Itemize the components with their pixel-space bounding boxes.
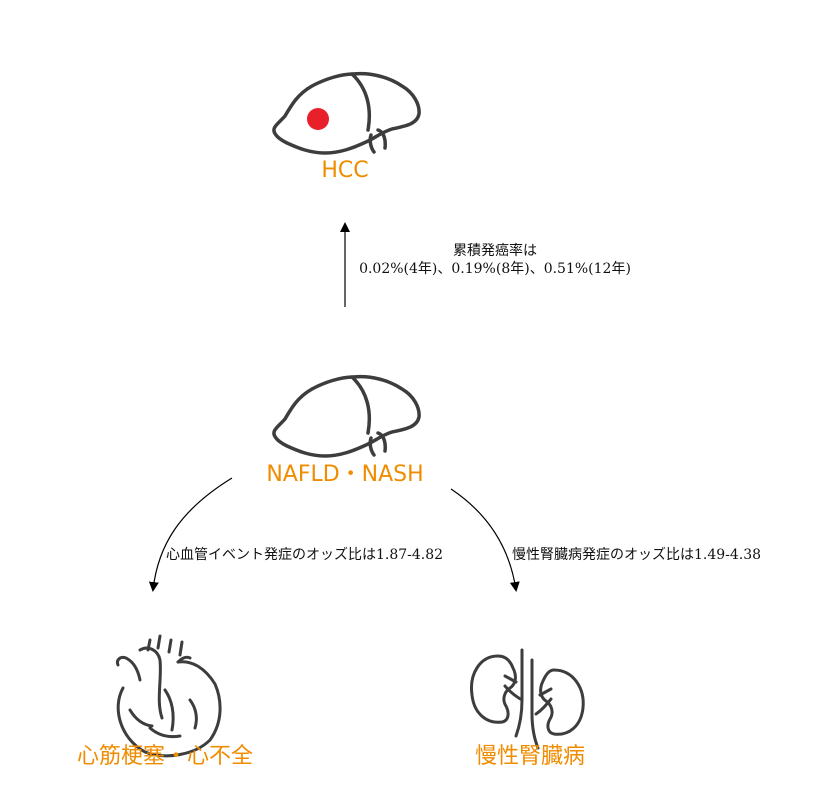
node-label-mi: 心筋梗塞・心不全 [76, 744, 253, 769]
edge-arrow-to-ckd [450, 488, 520, 592]
edge-label-to-hcc-line2: 0.02%(4年)、0.19%(8年)、0.51%(12年) [359, 261, 631, 278]
edge-label-to-mi: 心血管イベント発症のオッズ比は1.87-4.82 [166, 547, 444, 563]
tumor-marker [307, 108, 329, 130]
edge-label-to-hcc: 累積発癌率は 0.02%(4年)、0.19%(8年)、0.51%(12年) [330, 242, 660, 278]
heart-icon [116, 634, 222, 758]
node-label-ckd: 慢性腎臓病 [474, 744, 585, 769]
edge-label-to-ckd: 慢性腎臓病発症のオッズ比は1.49-4.38 [512, 547, 762, 563]
kidneys-icon [470, 648, 585, 750]
edge-arrow-to-mi [148, 477, 233, 592]
liver-icon [272, 374, 421, 458]
node-label-nafld: NAFLD・NASH [266, 462, 424, 487]
node-label-hcc: HCC [321, 158, 369, 183]
edge-label-to-hcc-line1: 累積発癌率は [453, 243, 537, 259]
liver-tumor-icon [272, 71, 421, 155]
